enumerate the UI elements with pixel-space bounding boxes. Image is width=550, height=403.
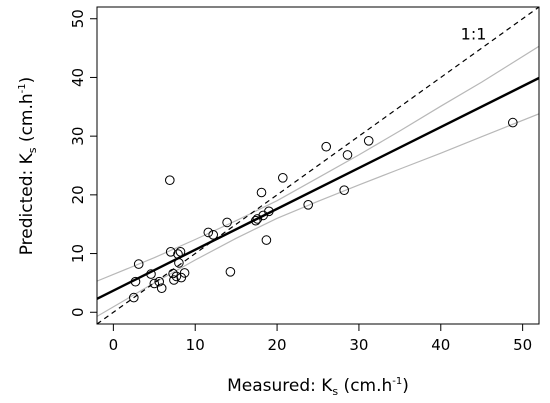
data-point [129,292,139,303]
fit-line [97,76,539,300]
data-point [256,187,267,198]
data-point [168,268,178,279]
data-point [252,214,263,224]
data-point [208,230,218,240]
data-point [264,206,274,217]
data-point [363,136,374,146]
plot-frame [96,6,540,325]
data-point [342,150,353,160]
lower-confidence [97,113,539,317]
data-point [156,283,167,294]
x-tick-label: 0 [109,336,119,354]
x-tick-label: 40 [431,336,450,354]
identity-line [97,7,539,324]
y-tick-label: 10 [69,244,87,263]
y-tick-label: 20 [69,185,87,204]
x-tick-label: 20 [268,336,287,354]
data-point [154,276,164,287]
data-point [321,141,332,152]
data-point [176,272,187,283]
data-point [508,117,518,128]
x-tick-label: 50 [513,336,532,354]
y-axis-title: Predicted: Ks (cm.h-1) [17,77,39,256]
data-point [149,278,160,289]
x-tick-label: 10 [186,336,205,354]
x-axis-title: Measured: Ks (cm.h-1) [227,376,409,398]
data-point [278,173,288,183]
data-point [165,175,175,185]
data-point [222,217,232,228]
data-point [130,276,141,287]
data-point [146,269,156,279]
upper-confidence [97,45,539,282]
data-point [251,215,261,226]
data-point [261,235,272,245]
y-tick-label: 40 [69,68,87,87]
identity-line-label: 1:1 [461,24,487,43]
x-tick-label: 30 [349,336,368,354]
data-point [175,247,186,257]
data-point [203,227,214,238]
data-point [225,267,236,277]
data-point [174,258,184,268]
data-point [133,259,144,269]
data-point [303,200,314,210]
data-point [165,247,176,257]
data-point [339,185,350,195]
y-tick-label: 30 [69,127,87,146]
data-point [179,268,190,278]
y-tick-label: 0 [69,307,87,317]
data-point [171,271,182,282]
y-tick-label: 50 [69,9,87,28]
